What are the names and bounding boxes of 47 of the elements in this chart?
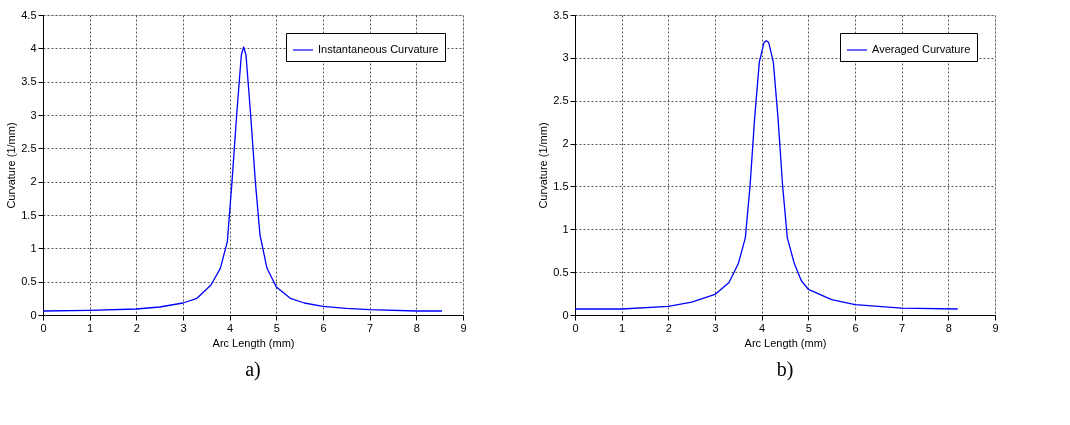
y-tick-label: 0.5: [553, 265, 569, 278]
text: a): [245, 358, 261, 381]
y-tick-label: 1.5: [21, 208, 37, 221]
x-tick-label: 4: [759, 321, 766, 334]
y-tick-label: 1: [562, 222, 569, 235]
x-tick-label: 2: [665, 321, 672, 334]
y-tick-label: 3: [562, 51, 569, 64]
x-axis-title: Arc Length (mm): [212, 336, 295, 349]
x-tick-label: 8: [413, 321, 420, 334]
y-tick-label: 4.5: [21, 8, 37, 21]
y-tick-label: 0.5: [21, 275, 37, 288]
y-tick-label: 3: [30, 108, 37, 121]
x-tick-label: 7: [899, 321, 906, 334]
y-tick-label: 2: [30, 175, 37, 188]
x-tick-label: 6: [852, 321, 859, 334]
y-tick-label: 0: [562, 308, 569, 321]
x-tick-label: 0: [572, 321, 579, 334]
x-tick-label: 2: [133, 321, 140, 334]
x-tick-label: 8: [945, 321, 952, 334]
y-axis-title: Curvature (1/mm): [537, 122, 550, 209]
legend-label: Averaged Curvature: [872, 43, 971, 55]
x-tick-label: 5: [805, 321, 812, 334]
x-tick-label: 7: [367, 321, 374, 334]
y-tick-label: 2.5: [553, 94, 569, 107]
x-tick-label: 9: [992, 321, 999, 334]
x-tick-label: 3: [180, 321, 187, 334]
y-tick-label: 3.5: [21, 75, 37, 88]
y-tick-label: 1: [30, 241, 37, 254]
x-tick-label: 0: [40, 321, 47, 334]
x-tick-label: 3: [712, 321, 719, 334]
y-axis-title: Curvature (1/mm): [5, 122, 18, 209]
x-tick-label: 5: [273, 321, 280, 334]
y-tick-label: 4: [30, 41, 37, 54]
x-tick-label: 6: [320, 321, 327, 334]
y-tick-label: 0: [30, 308, 37, 321]
x-axis-title: Arc Length (mm): [744, 336, 827, 349]
x-tick-label: 4: [227, 321, 234, 334]
y-tick-label: 3.5: [553, 8, 569, 21]
text: b): [776, 358, 794, 381]
x-tick-label: 1: [87, 321, 94, 334]
y-tick-label: 2.5: [21, 141, 37, 154]
line-series: [43, 46, 443, 312]
legend-label: Instantaneous Curvature: [318, 43, 439, 55]
y-tick-label: 1.5: [553, 179, 569, 192]
x-tick-label: 9: [460, 321, 467, 334]
x-tick-label: 1: [619, 321, 626, 334]
y-tick-label: 2: [562, 137, 569, 150]
